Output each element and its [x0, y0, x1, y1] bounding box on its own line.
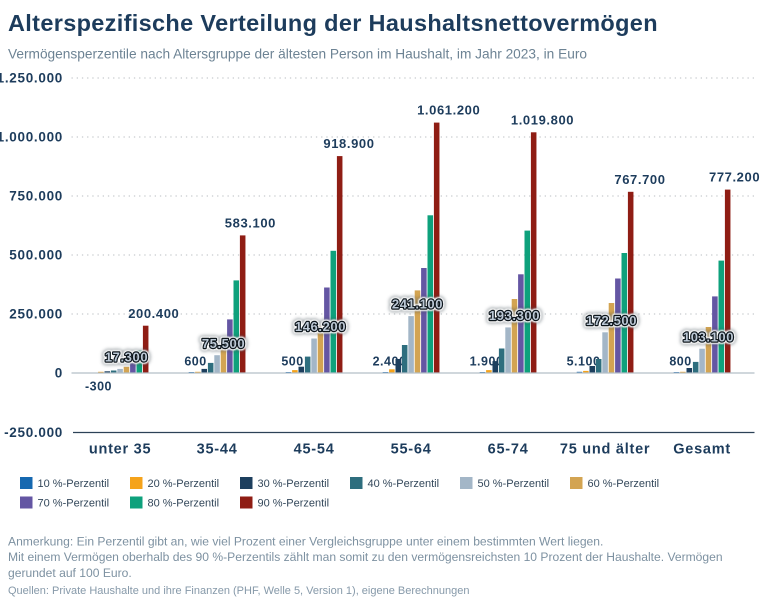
- svg-text:200.400: 200.400: [128, 306, 179, 321]
- svg-text:1.900: 1.900: [470, 354, 504, 368]
- svg-text:20 %-Perzentil: 20 %-Perzentil: [148, 478, 220, 490]
- svg-text:30 %-Perzentil: 30 %-Perzentil: [258, 478, 330, 490]
- svg-text:65-74: 65-74: [488, 442, 529, 458]
- svg-text:Quellen: Private Haushalte und: Quellen: Private Haushalte und ihre Fina…: [8, 585, 469, 597]
- svg-text:70 %-Perzentil: 70 %-Perzentil: [38, 498, 110, 510]
- svg-text:45-54: 45-54: [294, 442, 335, 458]
- svg-text:1.000.000: 1.000.000: [0, 130, 63, 145]
- svg-text:17.300: 17.300: [105, 350, 148, 365]
- svg-text:10 %-Perzentil: 10 %-Perzentil: [38, 478, 110, 490]
- svg-text:1.250.000: 1.250.000: [0, 71, 63, 86]
- svg-text:60 %-Perzentil: 60 %-Perzentil: [588, 478, 660, 490]
- svg-text:50 %-Perzentil: 50 %-Perzentil: [478, 478, 550, 490]
- svg-text:55-64: 55-64: [391, 442, 432, 458]
- svg-text:Vermögensperzentile nach Alter: Vermögensperzentile nach Altersgruppe de…: [8, 47, 587, 62]
- svg-text:-300: -300: [85, 380, 112, 394]
- svg-text:1.061.200: 1.061.200: [417, 103, 480, 118]
- svg-text:583.100: 583.100: [225, 216, 276, 231]
- svg-text:Mit einem Vermögen oberhalb de: Mit einem Vermögen oberhalb des 90 %-Per…: [8, 550, 723, 564]
- svg-text:767.700: 767.700: [614, 172, 665, 187]
- svg-text:103.100: 103.100: [683, 329, 734, 344]
- svg-text:40 %-Perzentil: 40 %-Perzentil: [368, 478, 440, 490]
- svg-text:75 und älter: 75 und älter: [560, 442, 650, 458]
- svg-text:1.019.800: 1.019.800: [511, 112, 574, 127]
- svg-text:500: 500: [281, 354, 303, 368]
- svg-text:Alterspezifische Verteilung de: Alterspezifische Verteilung der Haushalt…: [8, 10, 658, 36]
- svg-text:Gesamt: Gesamt: [673, 442, 731, 458]
- svg-text:35-44: 35-44: [197, 442, 238, 458]
- svg-text:5.100: 5.100: [567, 354, 601, 368]
- svg-text:90 %-Perzentil: 90 %-Perzentil: [258, 498, 330, 510]
- svg-text:146.200: 146.200: [295, 319, 346, 334]
- svg-text:0: 0: [55, 366, 63, 381]
- svg-text:750.000: 750.000: [9, 189, 63, 204]
- svg-text:Anmerkung: Ein Perzentil gibt: Anmerkung: Ein Perzentil gibt an, wie vi…: [8, 534, 603, 548]
- svg-text:75.500: 75.500: [202, 336, 245, 351]
- svg-text:600: 600: [184, 354, 206, 368]
- svg-text:-250.000: -250.000: [4, 425, 63, 440]
- svg-text:777.200: 777.200: [709, 170, 760, 185]
- svg-text:800: 800: [669, 354, 691, 368]
- svg-text:918.900: 918.900: [323, 136, 374, 151]
- svg-text:500.000: 500.000: [9, 248, 63, 263]
- svg-text:80 %-Perzentil: 80 %-Perzentil: [148, 498, 220, 510]
- svg-text:241.100: 241.100: [392, 297, 443, 312]
- svg-text:172.500: 172.500: [586, 313, 637, 328]
- svg-text:gerundet auf 100 Euro.: gerundet auf 100 Euro.: [8, 566, 132, 580]
- svg-text:193.300: 193.300: [489, 308, 540, 323]
- svg-text:unter 35: unter 35: [89, 442, 151, 458]
- svg-text:250.000: 250.000: [9, 307, 63, 322]
- svg-text:2.400: 2.400: [373, 354, 407, 368]
